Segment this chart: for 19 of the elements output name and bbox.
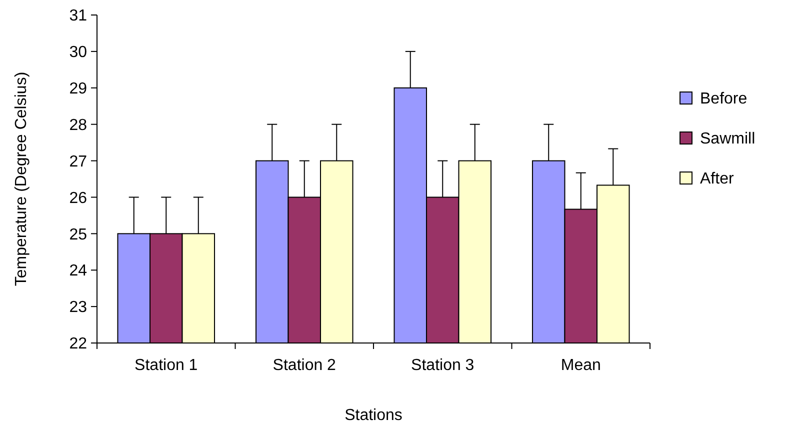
y-tick-label: 31: [69, 8, 88, 25]
y-axis-title: Temperature (Degree Celsius): [13, 72, 30, 286]
y-tick-label: 23: [69, 299, 88, 316]
y-tick-label: 24: [69, 262, 88, 280]
y-tick-label: 26: [69, 190, 88, 207]
y-tick-label: 30: [69, 44, 88, 62]
x-tick-label: Station 2: [272, 357, 336, 374]
x-tick-label: Station 3: [411, 357, 474, 374]
y-tick-label: 27: [69, 153, 88, 170]
y-tick-label: 29: [69, 80, 88, 98]
x-axis-title: Stations: [344, 407, 402, 424]
x-tick-label: Mean: [560, 357, 601, 374]
x-tick-label: Station 1: [134, 357, 198, 374]
y-tick-label: 28: [69, 116, 88, 134]
legend-label: Before: [700, 90, 748, 108]
y-tick-label: 25: [69, 226, 88, 244]
legend-label: Sawmill: [700, 130, 756, 148]
y-tick-label: 22: [69, 336, 88, 353]
legend-label: After: [700, 170, 734, 188]
